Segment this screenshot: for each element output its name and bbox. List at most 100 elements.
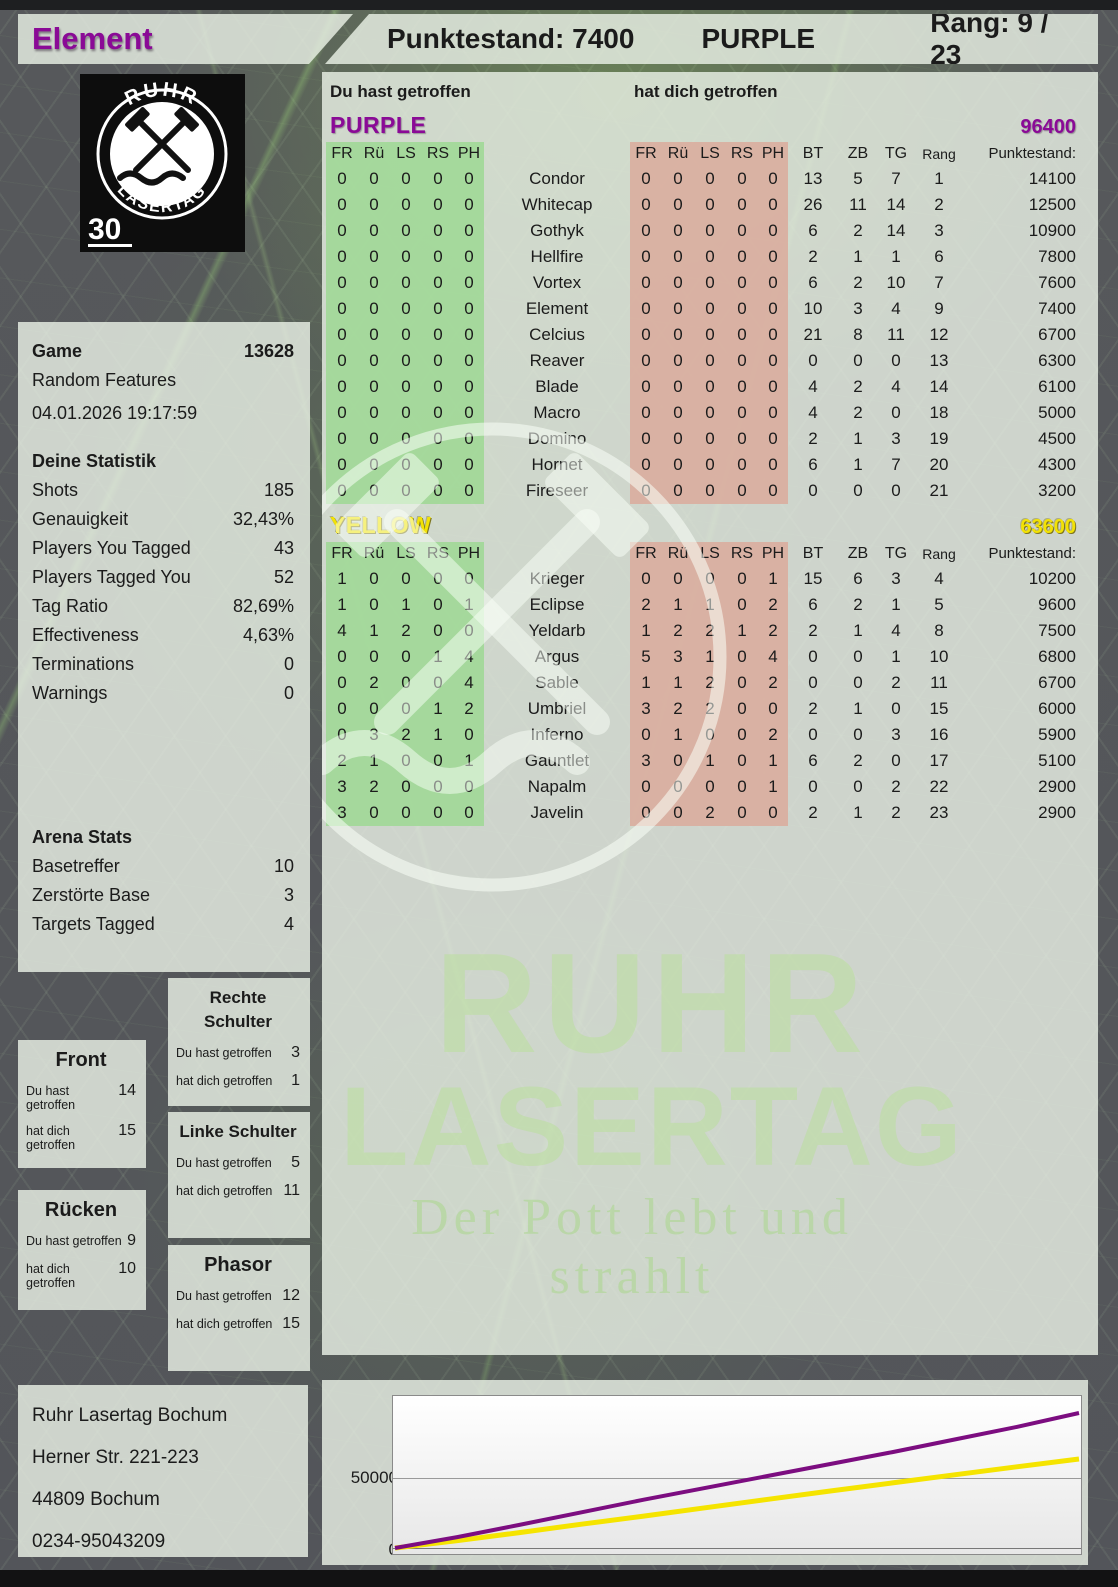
points: 14100 <box>1028 169 1076 188</box>
targets-tagged: 0 <box>891 481 901 500</box>
personal-stat-row: Warnings 0 <box>32 679 294 708</box>
you-hit-count: 0 <box>454 722 484 748</box>
team-label: PURPLE <box>701 23 816 54</box>
stat-value: 43 <box>273 538 294 558</box>
stat-value: 10 <box>273 856 294 876</box>
bases-destroyed: 1 <box>853 429 863 448</box>
you-hit-label: Du hast getroffen <box>176 1156 272 1170</box>
stat-value: 4,63% <box>242 625 294 645</box>
them-hit-count: 4 <box>758 644 788 670</box>
you-hit-count: 1 <box>326 566 358 592</box>
col-header-them: RS <box>726 542 758 566</box>
you-hit-count: 0 <box>454 426 484 452</box>
player-name: Napalm <box>527 777 587 796</box>
rank: 22 <box>929 777 949 796</box>
player-name: Argus <box>534 647 580 666</box>
player-name: Inferno <box>530 725 584 744</box>
them-hit-count: 0 <box>630 426 662 452</box>
you-hit-label: Du hast getroffen <box>26 1084 76 1112</box>
you-hit-count: 2 <box>358 670 390 696</box>
stat-label: Basetreffer <box>32 856 120 876</box>
them-hit-count: 0 <box>630 774 662 800</box>
them-hit-count: 0 <box>758 400 788 426</box>
you-hit-count: 3 <box>326 774 358 800</box>
player-name: Sable <box>535 673 579 692</box>
personal-stat-row: Tag Ratio 82,69% <box>32 592 294 621</box>
them-hit-count: 0 <box>662 566 694 592</box>
base-hits: 4 <box>808 377 818 396</box>
top-border-strip <box>0 0 1118 10</box>
stat-label: Players You Tagged <box>32 538 191 558</box>
personal-stat-row: Terminations 0 <box>32 650 294 679</box>
player-name: Celcius <box>529 325 585 344</box>
them-hit-count: 0 <box>758 374 788 400</box>
them-hit-count: 0 <box>694 452 726 478</box>
stat-label: Players Tagged You <box>32 567 191 587</box>
base-hits: 2 <box>808 429 818 448</box>
them-hit-count: 1 <box>694 592 726 618</box>
stat-label: Shots <box>32 480 79 500</box>
watermark-text-lasertag: LASERTAG <box>340 1064 964 1189</box>
you-hit-value: 12 <box>282 1287 300 1304</box>
team-name: YELLOW <box>330 512 432 538</box>
you-hit-count: 0 <box>422 748 454 774</box>
them-hit-count: 0 <box>726 696 758 722</box>
base-hits: 10 <box>803 299 823 318</box>
bases-destroyed: 1 <box>853 621 863 640</box>
them-hit-count: 0 <box>630 218 662 244</box>
you-hit-count: 0 <box>390 374 422 400</box>
bodypart-title: Front <box>55 1049 107 1071</box>
base-hits: 4 <box>808 403 818 422</box>
rank: 13 <box>929 351 949 370</box>
hit-you-label: hat dich getroffen <box>26 1262 76 1290</box>
them-hit-count: 0 <box>630 566 662 592</box>
bodypart-title: Rechte Schulter <box>203 988 273 1031</box>
player-name: Fireseer <box>525 481 589 500</box>
col-header-stat: ZB <box>847 145 869 162</box>
them-hit-count: 0 <box>630 374 662 400</box>
you-hit-count: 0 <box>390 452 422 478</box>
them-hit-count: 0 <box>662 218 694 244</box>
rank: 8 <box>934 621 944 640</box>
address-line: Herner Str. 221-223 <box>32 1447 199 1468</box>
them-hit-count: 1 <box>662 722 694 748</box>
col-header-stat: Rang <box>922 546 956 562</box>
stat-label: Zerstörte Base <box>32 885 151 905</box>
them-hit-count: 0 <box>758 270 788 296</box>
stat-label: Warnings <box>32 683 108 703</box>
them-hit-count: 1 <box>758 774 788 800</box>
you-hit-count: 0 <box>326 348 358 374</box>
you-hit-count: 0 <box>358 478 390 504</box>
them-hit-count: 0 <box>662 426 694 452</box>
bases-destroyed: 0 <box>853 647 863 666</box>
targets-tagged: 1 <box>891 647 901 666</box>
them-hit-count: 0 <box>662 322 694 348</box>
game-number: 13628 <box>243 341 294 361</box>
them-hit-count: 0 <box>726 166 758 192</box>
targets-tagged: 1 <box>891 595 901 614</box>
bases-destroyed: 0 <box>853 673 863 692</box>
you-hit-count: 0 <box>422 244 454 270</box>
you-hit-count: 0 <box>454 374 484 400</box>
them-hit-count: 0 <box>630 478 662 504</box>
bases-destroyed: 3 <box>853 299 863 318</box>
bases-destroyed: 2 <box>853 595 863 614</box>
bodypart-title: Rücken <box>44 1199 118 1221</box>
them-hit-count: 0 <box>630 166 662 192</box>
you-hit-count: 0 <box>358 166 390 192</box>
bases-destroyed: 0 <box>853 351 863 370</box>
them-hit-count: 0 <box>726 218 758 244</box>
them-hit-count: 0 <box>694 166 726 192</box>
targets-tagged: 4 <box>891 299 901 318</box>
them-hit-count: 0 <box>758 426 788 452</box>
them-hit-count: 0 <box>758 478 788 504</box>
hit-you-value: 15 <box>282 1315 300 1332</box>
them-hit-count: 0 <box>726 348 758 374</box>
you-hit-count: 0 <box>390 192 422 218</box>
them-hit-count: 0 <box>630 722 662 748</box>
rank: 21 <box>929 481 949 500</box>
rank: 7 <box>934 273 944 292</box>
targets-tagged: 2 <box>891 673 901 692</box>
them-hit-count: 0 <box>662 296 694 322</box>
them-hit-count: 0 <box>726 722 758 748</box>
